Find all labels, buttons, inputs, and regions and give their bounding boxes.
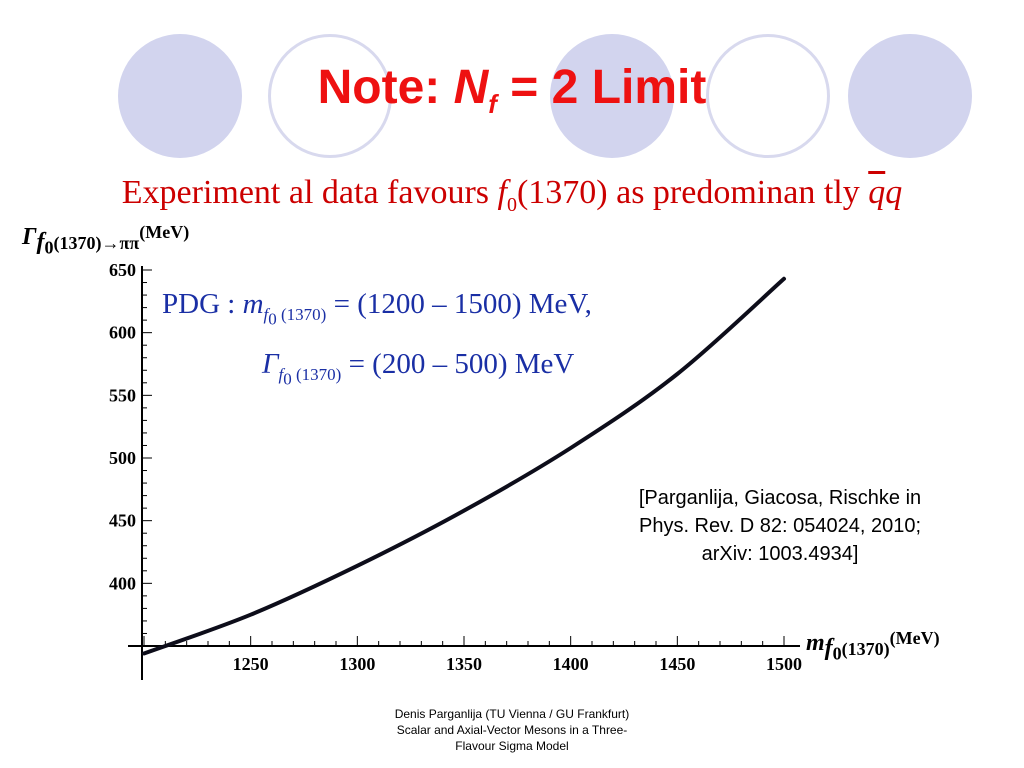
y-axis-unit: (MeV) <box>139 222 190 242</box>
x-axis-sub-f: f <box>824 635 833 661</box>
pdg-width-value: = (200 – 500) MeV <box>341 348 575 380</box>
subtitle-f-subscript: 0 <box>506 193 517 216</box>
decor-circle-3 <box>550 34 674 158</box>
decor-circle-2 <box>268 34 392 158</box>
y-axis-sub-f: f <box>36 229 45 255</box>
y-tick-label: 450 <box>109 511 136 531</box>
title-suffix: = 2 Limit <box>496 61 707 114</box>
x-tick-label: 1300 <box>339 654 375 674</box>
pdg-mass-sub-text: (1370) <box>276 304 327 324</box>
y-axis-sub-0: 0 <box>44 237 54 258</box>
width-curve-line <box>142 276 786 656</box>
pdg-width-symbol: Γ <box>262 348 279 380</box>
pdg-mass-symbol: m <box>242 288 264 320</box>
y-tick-label: 650 <box>109 260 136 280</box>
pdg-width-sub-f: f <box>278 364 284 384</box>
subtitle-f-symbol: f <box>497 174 507 211</box>
pdg-mass-line: PDG : mf0 (1370) = (1200 – 1500) MeV, <box>162 288 592 329</box>
decor-circle-4 <box>706 34 830 158</box>
x-axis-sub-0: 0 <box>832 643 842 664</box>
footer-line: Denis Parganlija (TU Vienna / GU Frankfu… <box>394 707 630 721</box>
subtitle-text-2: (1370) as predominan tly <box>516 174 869 211</box>
pdg-mass-sub-f: f <box>263 304 269 324</box>
title-prefix: Note: <box>317 61 454 114</box>
reference-line: Phys. Rev. D 82: 054024, 2010; <box>638 515 922 537</box>
y-tick-label: 600 <box>109 323 136 343</box>
footer-line: Scalar and Axial-Vector Mesons in a Thre… <box>396 723 628 737</box>
pdg-width-line: Γf0 (1370) = (200 – 500) MeV <box>262 348 574 389</box>
y-axis-sub-text: (1370)→ππ <box>53 233 140 253</box>
x-axis-symbol: m <box>806 630 825 656</box>
title-subscript: f <box>488 89 497 119</box>
footer-line: Flavour Sigma Model <box>455 739 569 753</box>
reference-citation: [Parganlija, Giacosa, Rischke in Phys. R… <box>560 484 1000 568</box>
pdg-prefix: PDG : <box>162 288 243 320</box>
pdg-mass-value: = (1200 – 1500) MeV, <box>326 288 592 320</box>
x-axis-label: mf0(1370)(MeV) <box>806 628 940 665</box>
y-tick-label: 500 <box>109 448 136 468</box>
pdg-width-sub-text: (1370) <box>291 364 342 384</box>
x-axis-unit: (MeV) <box>889 628 940 648</box>
reference-line: arXiv: 1003.4934] <box>701 543 859 565</box>
title-variable: N <box>453 61 489 114</box>
slide-subtitle: Experiment al data favours f0(1370) as p… <box>0 174 1024 217</box>
chart-ticks: 1250 1300 1350 1400 1450 1500 400 450 500 550 600 6… <box>109 260 802 674</box>
slide-footer: Denis Parganlija (TU Vienna / GU Frankfu… <box>352 706 672 754</box>
decor-circle-5 <box>848 34 972 158</box>
slide-title: Note: Nf = 2 Limit <box>0 61 1024 119</box>
x-tick-label: 1400 <box>553 654 589 674</box>
y-tick-label: 550 <box>109 385 136 405</box>
x-tick-label: 1250 <box>233 654 269 674</box>
x-tick-label: 1350 <box>446 654 482 674</box>
subtitle-antiquark-symbol: q <box>868 174 886 211</box>
chart-series <box>142 276 786 656</box>
pdg-width-sub-0: 0 <box>283 369 292 389</box>
pdg-mass-sub-0: 0 <box>268 309 277 329</box>
reference-line: [Parganlija, Giacosa, Rischke in <box>638 487 922 509</box>
x-axis-sub-text: (1370) <box>841 639 890 659</box>
decor-circle-1 <box>118 34 242 158</box>
subtitle-text-1: Experiment al data favours <box>121 174 498 211</box>
x-tick-label: 1500 <box>766 654 802 674</box>
subtitle-quark-symbol: q <box>885 174 903 211</box>
x-tick-label: 1450 <box>659 654 695 674</box>
y-tick-label: 400 <box>109 573 136 593</box>
y-axis-symbol: Γ <box>22 224 37 250</box>
y-axis-label: Γf0(1370)→ππ(MeV) <box>22 222 189 259</box>
